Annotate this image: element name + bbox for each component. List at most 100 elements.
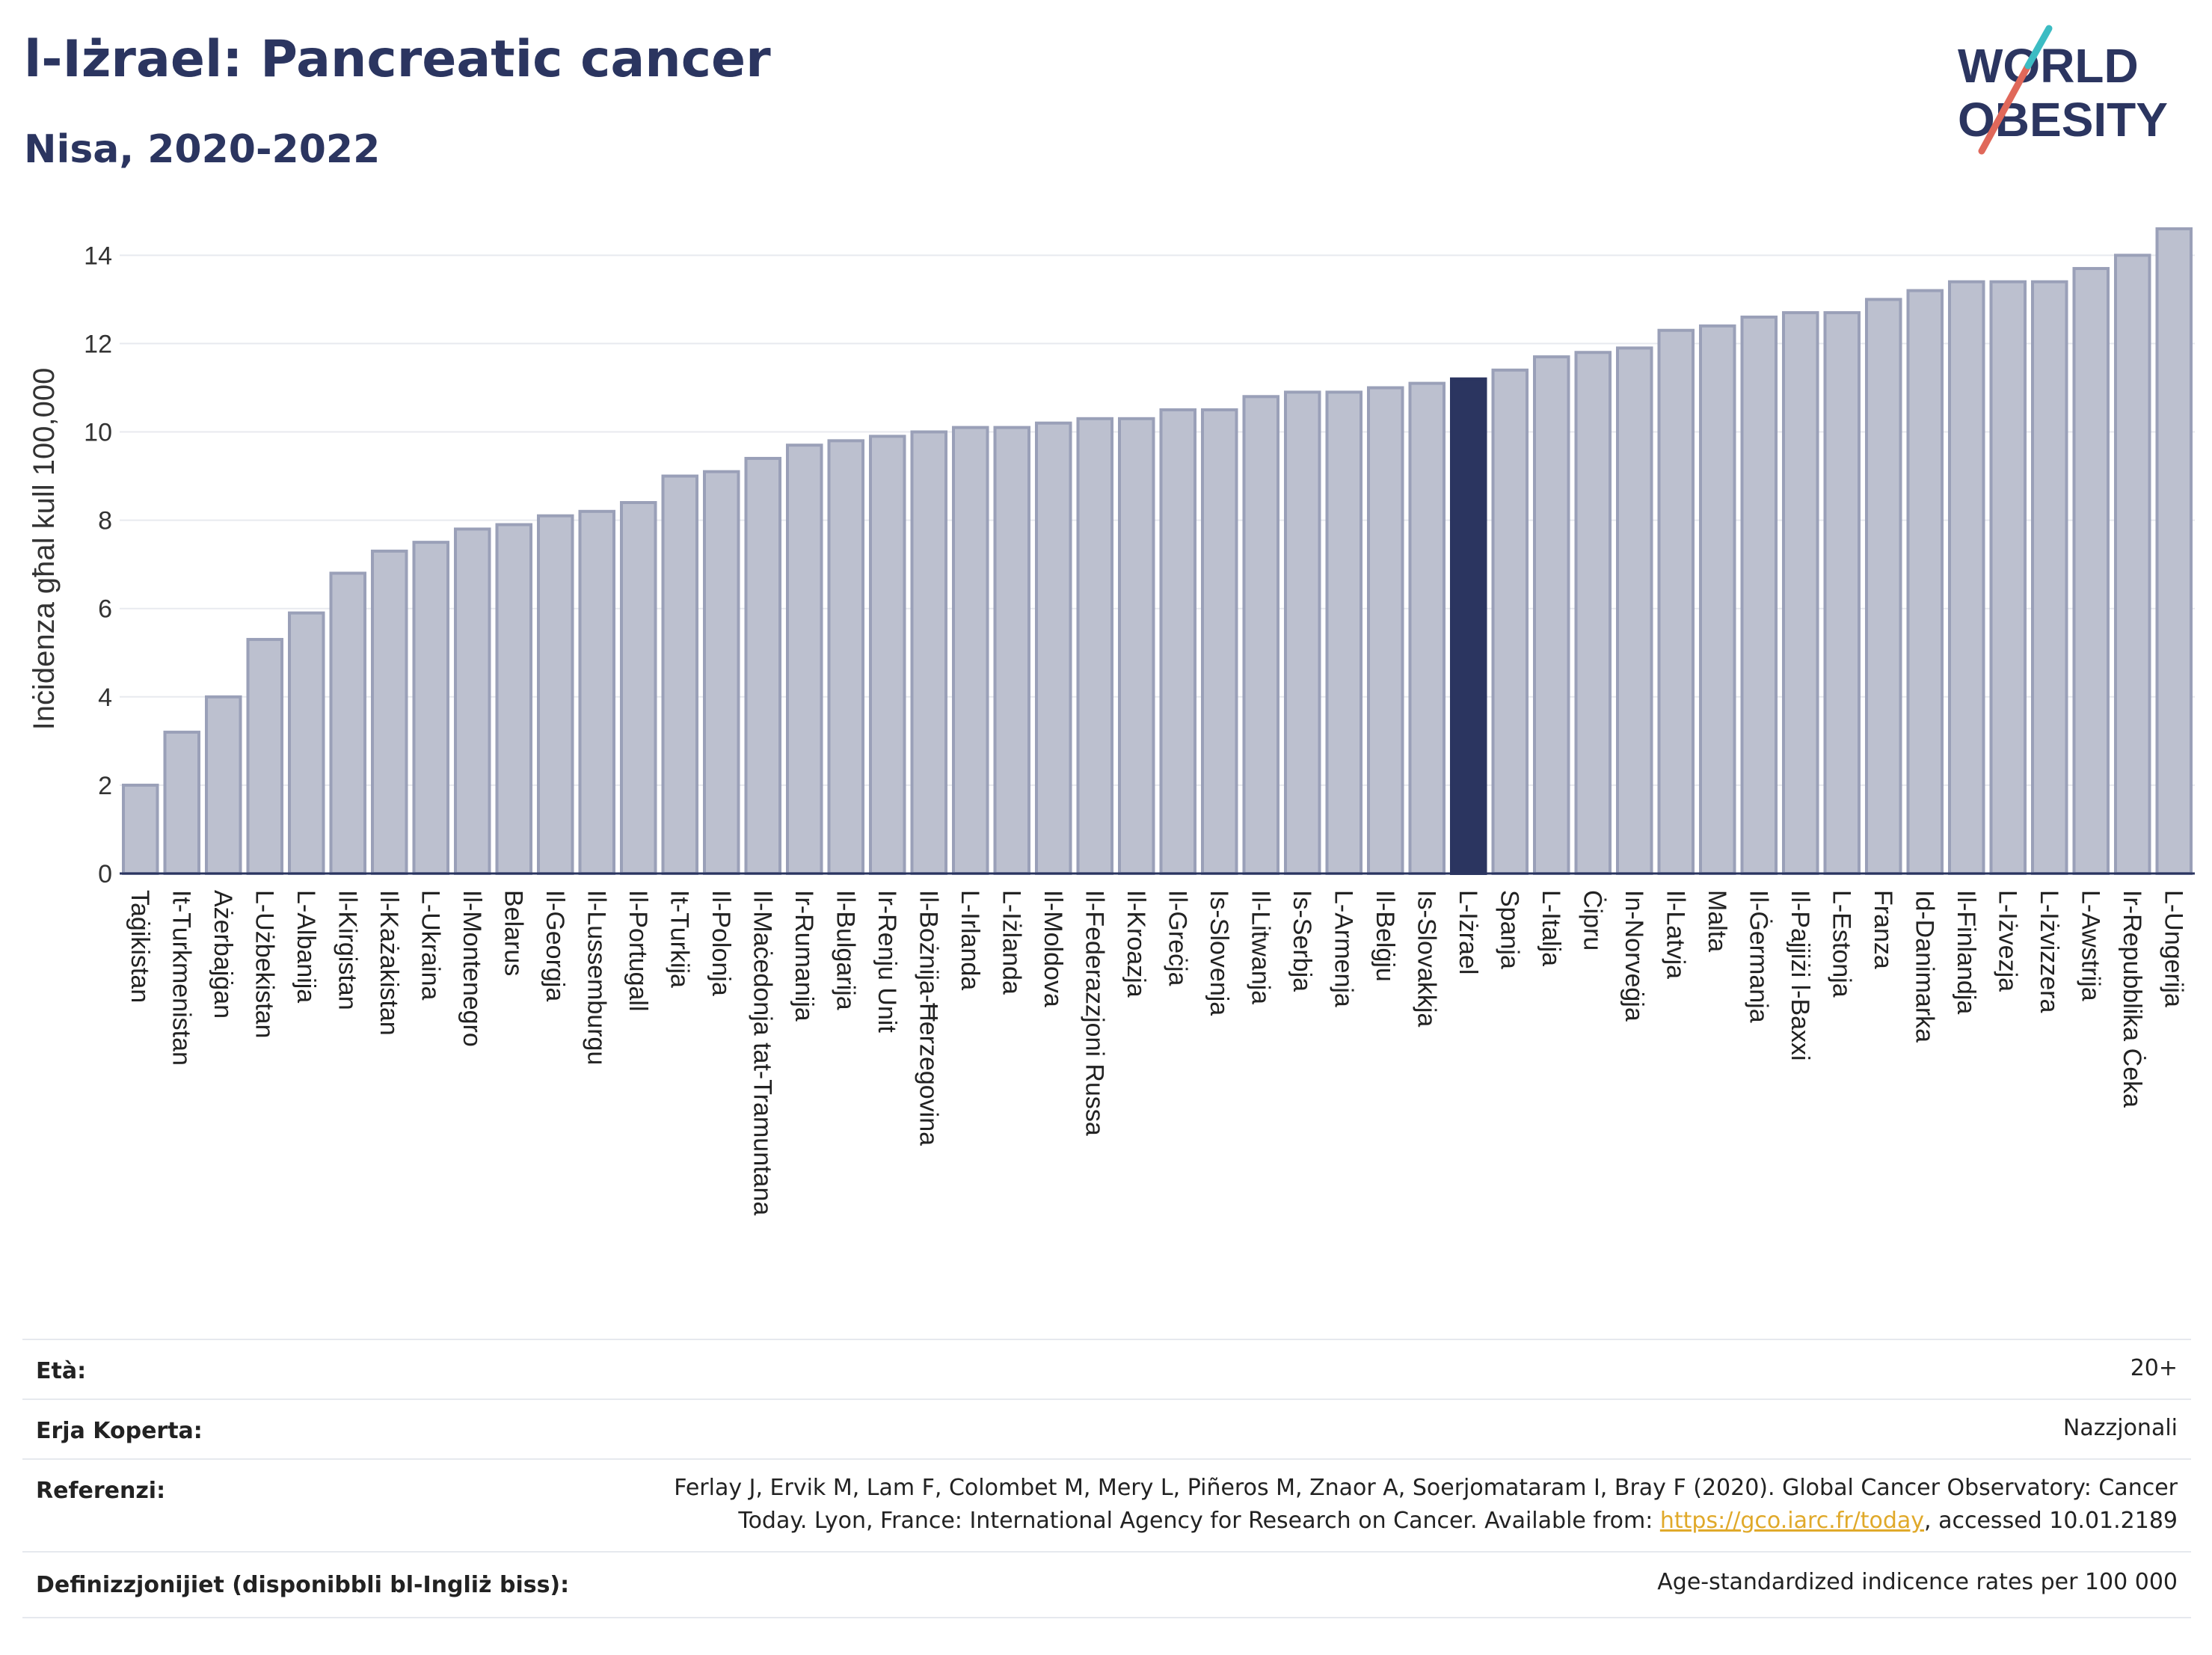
bar bbox=[702, 470, 740, 875]
y-tick-label: 4 bbox=[98, 684, 112, 712]
bar bbox=[1532, 355, 1570, 875]
x-tick-label: Taġikistan bbox=[126, 890, 154, 1003]
coverage-label: Erja Koperta: bbox=[36, 1418, 203, 1444]
x-tick-label: Is-Serbja bbox=[1288, 890, 1316, 992]
x-tick-label: Il-Kroazja bbox=[1122, 890, 1150, 998]
bar bbox=[1242, 395, 1280, 875]
x-tick-label: L-Italja bbox=[1537, 890, 1565, 966]
x-tick-label: Il-Montenegro bbox=[458, 890, 486, 1047]
x-tick-label: Il-Belġju bbox=[1371, 890, 1399, 982]
y-tick-label: 2 bbox=[98, 772, 112, 800]
x-tick-label: Il-Bożnija-Ħerzegovina bbox=[914, 890, 942, 1146]
bar bbox=[1076, 417, 1114, 875]
x-tick-label: It-Turkija bbox=[665, 890, 693, 988]
bar bbox=[204, 695, 242, 875]
x-tick-label: Ażerbajġan bbox=[209, 890, 237, 1019]
y-tick-label: 10 bbox=[84, 419, 112, 447]
references-value: Ferlay J, Ervik M, Lam F, Colombet M, Me… bbox=[383, 1472, 2178, 1538]
bar bbox=[246, 638, 284, 875]
references-line2-text: Today. Lyon, France: International Agenc… bbox=[738, 1508, 1660, 1534]
bar bbox=[951, 426, 989, 875]
x-tick-label: L-Ungerija bbox=[2159, 890, 2187, 1007]
x-tick-label: Is-Slovakkja bbox=[1412, 890, 1440, 1027]
x-tick-label: Il-Polonja bbox=[707, 890, 735, 996]
x-tick-label: It-Turkmenistan bbox=[167, 890, 195, 1066]
x-tick-label: L-Estonja bbox=[1827, 890, 1855, 998]
x-tick-label: L-Iżvezja bbox=[1993, 890, 2021, 992]
bar bbox=[827, 439, 865, 875]
x-tick-label: L-Awstrija bbox=[2076, 890, 2104, 1001]
x-tick-label: L-Użbekistan bbox=[250, 890, 278, 1038]
meta-row-age: Età: 20+ bbox=[22, 1339, 2191, 1400]
world-obesity-logo: WORLD OBESITY bbox=[1958, 25, 2168, 155]
x-tick-label: Il-Maċedonja tat-Tramuntana bbox=[748, 890, 776, 1215]
logo-line1: WORLD bbox=[1958, 39, 2139, 93]
bar bbox=[1698, 324, 1736, 875]
page-title: l-Iżrael: Pancreatic cancer bbox=[24, 30, 771, 89]
x-tick-label: L-Albanija bbox=[292, 890, 320, 1003]
x-tick-label: Is-Slovenja bbox=[1205, 890, 1233, 1016]
x-tick-label: Il-Federazzjoni Russa bbox=[1080, 890, 1108, 1136]
bar bbox=[1034, 421, 1072, 875]
bar bbox=[785, 443, 823, 875]
y-tick-label: 8 bbox=[98, 507, 112, 535]
bar bbox=[661, 474, 699, 875]
x-tick-label: Il-Bulgarija bbox=[831, 890, 859, 1010]
x-tick-label: L-Iżvizzera bbox=[2035, 890, 2063, 1013]
bar bbox=[453, 527, 491, 876]
bar bbox=[1823, 311, 1861, 876]
age-value: 20+ bbox=[2130, 1355, 2178, 1381]
bar bbox=[1574, 351, 1612, 875]
x-tick-label: Il-Kirgistan bbox=[333, 890, 361, 1010]
bar bbox=[1740, 316, 1778, 875]
x-tick-label: Il-Ġermanja bbox=[1744, 890, 1772, 1023]
bar bbox=[1200, 408, 1238, 875]
x-tick-label: Ir-Repubblika Ċeka bbox=[2118, 890, 2146, 1108]
bar bbox=[1117, 417, 1155, 875]
x-tick-label: Ċipru bbox=[1578, 890, 1606, 951]
x-tick-label: Malta bbox=[1703, 890, 1731, 952]
bar bbox=[1491, 368, 1529, 876]
x-tick-label: Il-Litwanja bbox=[1246, 890, 1274, 1004]
x-tick-label: Il-Lussemburgu bbox=[582, 890, 610, 1065]
x-tick-label: Franza bbox=[1869, 890, 1897, 969]
x-tick-label: Il-Finlandja bbox=[1952, 890, 1980, 1014]
bar bbox=[1325, 390, 1363, 875]
bar bbox=[910, 430, 948, 875]
bar bbox=[578, 509, 616, 875]
bar bbox=[868, 435, 906, 875]
definitions-label: Definizzjonijiet (disponibbli bl-Ingliż … bbox=[36, 1572, 570, 1598]
bar bbox=[1864, 298, 1902, 875]
meta-row-definitions: Definizzjonijiet (disponibbli bl-Ingliż … bbox=[22, 1551, 2191, 1618]
bar bbox=[2072, 267, 2110, 875]
bar bbox=[1781, 311, 1819, 876]
bar bbox=[2113, 254, 2151, 876]
bar bbox=[163, 731, 201, 875]
bar bbox=[1408, 381, 1446, 875]
age-label: Età: bbox=[36, 1358, 87, 1384]
x-tick-label: Il-Portugall bbox=[624, 890, 652, 1012]
x-tick-label: L-Iżrael bbox=[1454, 890, 1482, 974]
bar-chart: 0 2 4 6 8 10 12 14 Inċidenza għal kull 100,000 Ta… bbox=[28, 227, 2195, 1215]
bar bbox=[1366, 386, 1404, 875]
x-tick-label: Il-Greċja bbox=[1163, 890, 1191, 986]
x-tick-label: Il-Georgja bbox=[541, 890, 569, 1001]
x-tick-label: Belarus bbox=[499, 890, 527, 976]
references-link[interactable]: https://gco.iarc.fr/today bbox=[1659, 1508, 1925, 1534]
bar bbox=[329, 571, 367, 875]
x-tick-label: Il-Moldova bbox=[1039, 890, 1067, 1007]
coverage-value: Nazzjonali bbox=[2062, 1415, 2178, 1441]
bar bbox=[1947, 280, 1985, 875]
bar bbox=[1159, 408, 1197, 875]
x-tick-label: Ir-Renju Unit bbox=[873, 890, 901, 1033]
page-subtitle: Nisa, 2020-2022 bbox=[24, 127, 381, 172]
meta-row-coverage: Erja Koperta: Nazzjonali bbox=[22, 1398, 2191, 1460]
bar bbox=[619, 501, 657, 875]
x-tick-label: Il-Latvja bbox=[1661, 890, 1689, 979]
x-tick-label: Id-Danimarka bbox=[1910, 890, 1938, 1043]
bar bbox=[1615, 346, 1653, 876]
bar bbox=[121, 783, 159, 876]
bar bbox=[1283, 390, 1321, 875]
x-tick-label: L-Iżlanda bbox=[997, 890, 1025, 995]
x-tick-label: Ir-Rumanija bbox=[790, 890, 818, 1022]
